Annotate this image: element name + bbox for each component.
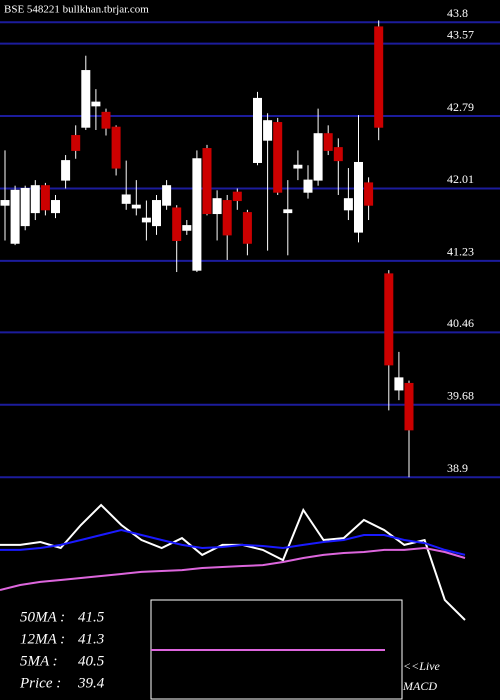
candle-body — [152, 200, 161, 227]
candle-body — [263, 120, 273, 141]
summary-value: 41.3 — [78, 631, 104, 647]
candle-body — [20, 187, 30, 227]
candle-body — [81, 70, 91, 128]
summary-label: 12MA : — [20, 631, 65, 647]
candle-body — [273, 122, 283, 193]
live-link[interactable]: <<Live — [403, 659, 441, 673]
candle-body — [303, 179, 313, 193]
summary-value: 41.5 — [78, 609, 105, 625]
y-tick-label: 42.01 — [447, 172, 474, 186]
candle-body — [121, 194, 131, 204]
y-tick-label: 39.68 — [447, 389, 474, 403]
candle-body — [192, 158, 202, 271]
summary-label: 50MA : — [20, 609, 65, 625]
candle-body — [323, 133, 333, 151]
candle-body — [202, 148, 212, 215]
candle-body — [182, 225, 192, 231]
candle-body — [253, 97, 262, 163]
indicator-line — [0, 546, 466, 591]
candle-body — [162, 185, 172, 206]
candle-body — [111, 126, 121, 169]
candle-body — [131, 204, 141, 209]
candle-body — [374, 26, 384, 128]
candle-body — [212, 198, 222, 215]
candle-body — [394, 377, 404, 391]
summary-value: 40.5 — [78, 653, 105, 669]
summary-value: 39.4 — [77, 675, 105, 691]
candle-body — [404, 382, 414, 431]
candle-body — [222, 200, 232, 236]
y-tick-label: 38.9 — [447, 461, 468, 475]
y-tick-label: 41.23 — [447, 245, 474, 259]
y-tick-label: 43.57 — [447, 27, 474, 41]
macd-label: MACD — [402, 679, 437, 693]
y-tick-label: 42.79 — [447, 100, 474, 114]
candle-body — [232, 191, 242, 202]
candle-body — [141, 217, 151, 223]
candle-body — [293, 164, 303, 169]
candle-body — [354, 161, 363, 233]
candle-body — [172, 207, 182, 241]
candle-body — [61, 160, 71, 181]
candle-body — [283, 209, 293, 214]
candle-body — [101, 111, 111, 129]
summary-label: Price : — [19, 675, 61, 691]
summary-label: 5MA : — [20, 653, 58, 669]
candle-body — [0, 200, 10, 206]
candle-body — [10, 189, 20, 244]
candle-body — [30, 185, 40, 214]
candle-body — [384, 273, 394, 366]
y-tick-label: 43.8 — [447, 6, 468, 20]
candle-body — [364, 182, 374, 206]
candle-body — [343, 198, 353, 211]
y-tick-label: 40.46 — [447, 316, 474, 330]
candle-body — [313, 133, 323, 181]
chart-title: BSE 548221 bullkhan.tbrjar.com — [4, 4, 149, 16]
candle-body — [51, 200, 60, 214]
candle-body — [91, 101, 101, 107]
candle-body — [333, 147, 343, 162]
candle-body — [40, 185, 50, 211]
candle-body — [242, 212, 252, 244]
indicator-line — [0, 528, 466, 556]
indicator-line — [0, 503, 466, 621]
candle-body — [71, 135, 81, 151]
